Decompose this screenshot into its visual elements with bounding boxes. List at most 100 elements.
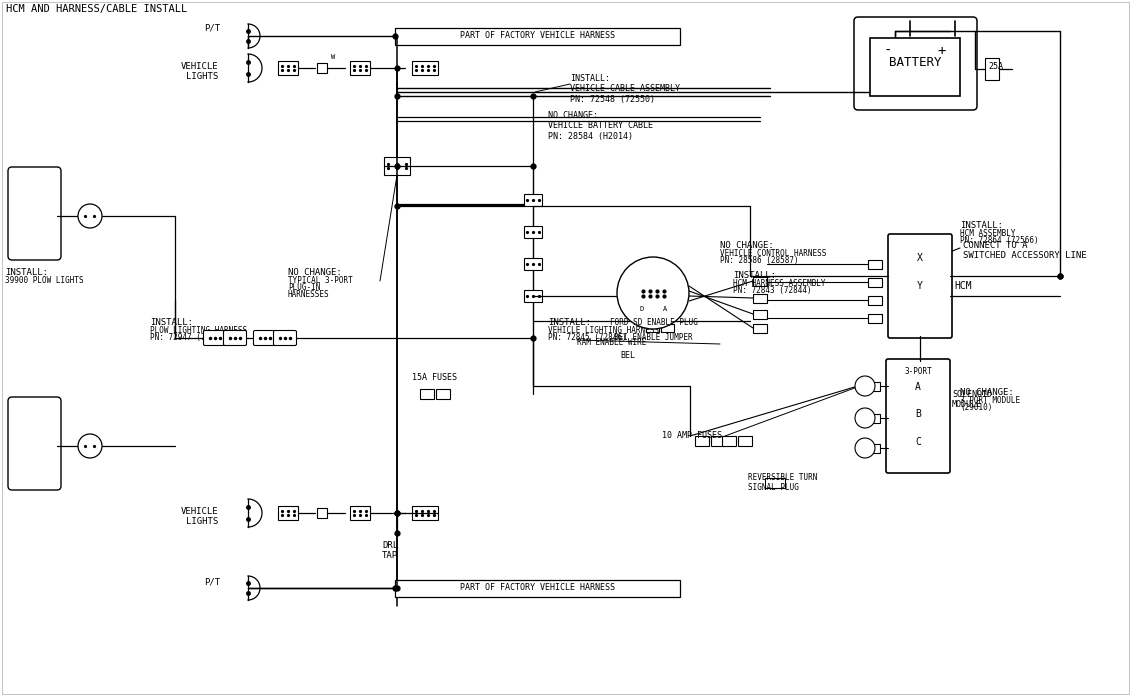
Text: PLUG-IN: PLUG-IN bbox=[288, 283, 320, 292]
Circle shape bbox=[618, 257, 689, 329]
Text: HARNESSES: HARNESSES bbox=[288, 290, 329, 299]
Text: FORD SD ENABLE PLUG: FORD SD ENABLE PLUG bbox=[610, 318, 698, 327]
Bar bbox=[867, 278, 882, 287]
Bar bbox=[985, 58, 999, 80]
Bar bbox=[753, 276, 767, 285]
Circle shape bbox=[78, 434, 102, 458]
Bar bbox=[867, 296, 882, 305]
FancyBboxPatch shape bbox=[8, 397, 61, 490]
Bar bbox=[739, 436, 752, 446]
Text: VEHICLE LIGHTING HARNESS: VEHICLE LIGHTING HARNESS bbox=[549, 326, 659, 335]
Text: NO CHANGE:
VEHICLE BATTERY CABLE
PN: 28584 (H2014): NO CHANGE: VEHICLE BATTERY CABLE PN: 285… bbox=[549, 111, 653, 141]
Bar bbox=[420, 389, 434, 399]
Text: +: + bbox=[938, 44, 947, 58]
Bar bbox=[317, 508, 327, 518]
Text: PART OF FACTORY VEHICLE HARNESS: PART OF FACTORY VEHICLE HARNESS bbox=[460, 31, 615, 40]
Text: INSTALL:: INSTALL: bbox=[733, 271, 776, 280]
Text: VEHICLE CONTROL HARNESS: VEHICLE CONTROL HARNESS bbox=[720, 249, 827, 258]
Text: PART OF FACTORY VEHICLE HARNESS: PART OF FACTORY VEHICLE HARNESS bbox=[460, 583, 615, 592]
Bar bbox=[639, 284, 667, 298]
Bar bbox=[753, 310, 767, 319]
Text: A: A bbox=[663, 306, 667, 312]
Bar bbox=[524, 226, 542, 238]
Bar bbox=[524, 258, 542, 270]
Bar bbox=[395, 28, 680, 45]
Text: Y: Y bbox=[917, 281, 923, 291]
Text: B: B bbox=[915, 409, 921, 419]
Bar bbox=[524, 194, 542, 206]
Bar bbox=[711, 436, 725, 446]
FancyBboxPatch shape bbox=[8, 167, 61, 260]
FancyBboxPatch shape bbox=[888, 234, 952, 338]
Text: SOLENOID
MODULE: SOLENOID MODULE bbox=[952, 390, 992, 409]
Bar bbox=[317, 63, 327, 73]
Text: BEL: BEL bbox=[620, 351, 634, 360]
Bar bbox=[524, 290, 542, 302]
Text: HCM ASSEMBLY: HCM ASSEMBLY bbox=[960, 229, 1016, 238]
Bar bbox=[385, 157, 411, 175]
Text: 10 AMP FUSES: 10 AMP FUSES bbox=[662, 431, 722, 440]
Text: CONNECT TO A
SWITCHED ACCESSORY LINE: CONNECT TO A SWITCHED ACCESSORY LINE bbox=[962, 241, 1087, 260]
Text: 3-PORT: 3-PORT bbox=[904, 367, 932, 377]
FancyBboxPatch shape bbox=[224, 331, 247, 345]
Bar bbox=[722, 436, 736, 446]
Bar bbox=[765, 478, 785, 488]
Text: PN: 72947 (72948): PN: 72947 (72948) bbox=[150, 333, 228, 342]
Text: PN: 28586 (28587): PN: 28586 (28587) bbox=[720, 256, 798, 265]
Text: TYPICAL 3-PORT: TYPICAL 3-PORT bbox=[288, 276, 353, 285]
Bar bbox=[412, 506, 438, 520]
Text: P/T: P/T bbox=[204, 24, 221, 33]
Text: PLOW LIGHTING HARNESS: PLOW LIGHTING HARNESS bbox=[150, 326, 248, 335]
Bar bbox=[867, 313, 882, 322]
Bar bbox=[412, 61, 438, 75]
Text: HCM: HCM bbox=[955, 281, 972, 291]
Text: INSTALL:: INSTALL: bbox=[549, 318, 592, 327]
FancyBboxPatch shape bbox=[253, 331, 276, 345]
Bar bbox=[866, 443, 880, 452]
Text: NO CHANGE:: NO CHANGE: bbox=[288, 268, 342, 277]
Text: C: C bbox=[915, 437, 921, 448]
Text: RAM ENABLE WIRE: RAM ENABLE WIRE bbox=[577, 338, 647, 347]
Circle shape bbox=[855, 438, 875, 458]
Bar bbox=[395, 580, 680, 597]
Text: P/T: P/T bbox=[204, 578, 221, 587]
Bar bbox=[278, 506, 297, 520]
Text: INSTALL:: INSTALL: bbox=[150, 318, 193, 327]
Text: NO CHANGE:: NO CHANGE: bbox=[960, 388, 1013, 397]
Text: HCM AND HARNESS/CABLE INSTALL: HCM AND HARNESS/CABLE INSTALL bbox=[6, 4, 188, 14]
Bar bbox=[646, 324, 659, 332]
Text: A: A bbox=[915, 382, 921, 393]
Text: PN: 72845 (72846): PN: 72845 (72846) bbox=[549, 333, 627, 342]
Bar bbox=[866, 381, 880, 390]
Text: D: D bbox=[639, 306, 644, 312]
Bar bbox=[435, 389, 450, 399]
Bar bbox=[696, 436, 709, 446]
Text: DRL
TAP: DRL TAP bbox=[382, 541, 398, 560]
Text: PN: 72864 (72566): PN: 72864 (72566) bbox=[960, 236, 1038, 245]
Bar bbox=[661, 324, 674, 332]
Bar bbox=[83, 442, 97, 450]
Text: X: X bbox=[917, 253, 923, 263]
Text: 39900 PLOW LIGHTS: 39900 PLOW LIGHTS bbox=[5, 276, 84, 285]
Text: 3 PORT MODULE: 3 PORT MODULE bbox=[960, 396, 1020, 405]
Bar bbox=[753, 324, 767, 333]
FancyBboxPatch shape bbox=[886, 359, 950, 473]
Text: VEHICLE
LIGHTS: VEHICLE LIGHTS bbox=[180, 62, 218, 81]
FancyBboxPatch shape bbox=[274, 331, 296, 345]
Text: REVERSIBLE TURN
SIGNAL PLUG: REVERSIBLE TURN SIGNAL PLUG bbox=[748, 473, 818, 492]
Text: VEHICLE
LIGHTS: VEHICLE LIGHTS bbox=[180, 507, 218, 526]
Circle shape bbox=[855, 376, 875, 396]
Text: INSTALL:: INSTALL: bbox=[5, 268, 48, 277]
Bar bbox=[349, 506, 370, 520]
Circle shape bbox=[855, 408, 875, 428]
Bar bbox=[753, 294, 767, 303]
Bar bbox=[83, 212, 97, 220]
Bar bbox=[278, 61, 297, 75]
Bar bbox=[867, 260, 882, 269]
Text: BATTERY: BATTERY bbox=[889, 56, 941, 70]
Text: HCM HARNESS ASSEMBLY: HCM HARNESS ASSEMBLY bbox=[733, 279, 826, 288]
Text: NO CHANGE:: NO CHANGE: bbox=[720, 241, 774, 250]
Text: (29010): (29010) bbox=[960, 403, 992, 412]
FancyBboxPatch shape bbox=[204, 331, 226, 345]
Text: PN: 72843 (72844): PN: 72843 (72844) bbox=[733, 286, 812, 295]
